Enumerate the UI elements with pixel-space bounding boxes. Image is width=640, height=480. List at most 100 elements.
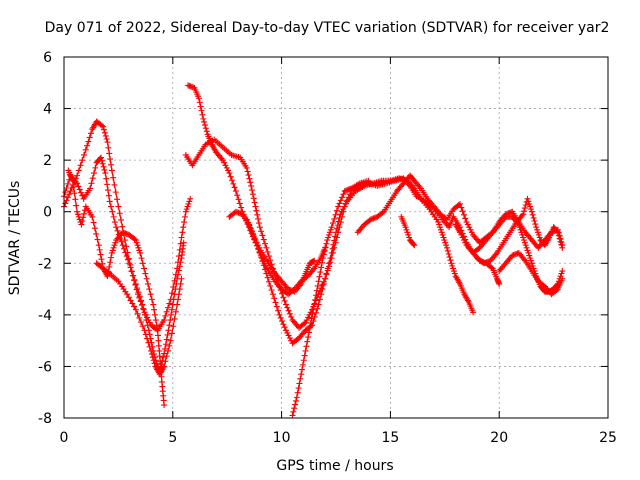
data-point: [245, 172, 252, 179]
data-point: [128, 268, 135, 275]
data-point: [322, 275, 329, 282]
data-point: [111, 242, 118, 249]
data-point: [411, 242, 418, 249]
data-point: [186, 198, 193, 205]
data-point: [443, 244, 450, 251]
data-point: [185, 200, 192, 207]
x-tick-label: 15: [381, 430, 399, 446]
data-point: [311, 313, 318, 320]
data-point: [195, 95, 202, 102]
data-point: [328, 249, 335, 256]
data-point: [438, 229, 445, 236]
data-point: [74, 172, 81, 179]
data-point: [260, 262, 267, 269]
data-point: [108, 167, 115, 174]
data-point: [379, 209, 386, 216]
data-point: [110, 174, 117, 181]
data-point: [450, 265, 457, 272]
data-point: [141, 327, 148, 334]
data-point: [197, 103, 204, 110]
data-point: [527, 257, 534, 264]
data-point: [295, 385, 302, 392]
data-point: [535, 231, 542, 238]
data-point: [403, 226, 410, 233]
data-point: [558, 270, 565, 277]
data-point: [118, 238, 125, 245]
data-point: [161, 317, 168, 324]
data-point: [107, 259, 114, 266]
data-point: [310, 306, 317, 313]
data-point: [334, 222, 341, 229]
data-point: [81, 151, 88, 158]
data-point: [136, 293, 143, 300]
data-point: [142, 270, 149, 277]
data-point: [245, 219, 252, 226]
data-point: [179, 229, 186, 236]
data-point: [97, 154, 104, 161]
data-point: [139, 323, 146, 330]
data-point: [523, 244, 530, 251]
data-point: [86, 134, 93, 141]
data-point: [132, 306, 139, 313]
data-point: [526, 252, 533, 259]
data-point: [184, 203, 191, 210]
data-point: [464, 221, 471, 228]
data-point: [338, 208, 345, 215]
data-point: [231, 184, 238, 191]
satellite-track-9: [289, 177, 372, 419]
data-point: [281, 297, 288, 304]
data-point: [135, 289, 142, 296]
data-point: [525, 249, 532, 256]
data-point: [443, 242, 450, 249]
data-point: [488, 264, 495, 271]
data-point: [435, 219, 442, 226]
data-point: [525, 198, 532, 205]
data-point: [250, 231, 257, 238]
data-point: [258, 228, 265, 235]
data-point: [166, 342, 173, 349]
data-point: [323, 240, 330, 247]
data-point: [63, 197, 70, 204]
data-point: [201, 118, 208, 125]
data-point: [444, 247, 451, 254]
data-point: [335, 203, 342, 210]
data-point: [130, 272, 137, 279]
data-point: [269, 291, 276, 298]
data-point: [450, 268, 457, 275]
data-point: [323, 270, 330, 277]
data-point: [406, 234, 413, 241]
data-point: [267, 282, 274, 289]
data-point: [286, 335, 293, 342]
data-point: [97, 251, 104, 258]
data-point: [138, 255, 145, 262]
data-point: [74, 208, 81, 215]
data-point: [248, 182, 255, 189]
data-point: [292, 397, 299, 404]
data-point: [175, 296, 182, 303]
x-tick-label: 20: [490, 430, 508, 446]
data-point: [102, 132, 109, 139]
data-point: [312, 309, 319, 316]
data-point: [303, 317, 310, 324]
data-point: [131, 303, 138, 310]
data-point: [127, 297, 134, 304]
data-point: [175, 271, 182, 278]
data-point: [243, 164, 250, 171]
data-point: [305, 314, 312, 321]
data-point: [281, 324, 288, 331]
data-point: [277, 287, 284, 294]
data-point: [64, 194, 71, 201]
data-point: [134, 285, 141, 292]
data-point: [279, 290, 286, 297]
data-point: [263, 244, 270, 251]
data-point: [258, 254, 265, 261]
data-point: [161, 345, 168, 352]
satellite-track-14: [496, 249, 566, 298]
data-point: [148, 296, 155, 303]
data-point: [143, 275, 150, 282]
data-series: [61, 82, 566, 419]
data-point: [439, 231, 446, 238]
data-point: [162, 312, 169, 319]
data-point: [156, 353, 163, 360]
data-point: [249, 228, 256, 235]
